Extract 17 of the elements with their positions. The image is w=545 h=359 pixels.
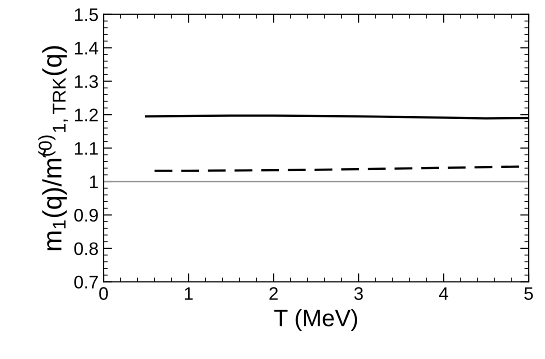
y-axis-title: m$_{1}$(q)/m̃$^{(0)}$$_{1,TRK}$(q) bbox=[38, 46, 68, 250]
y-tick-label: 0.7 bbox=[74, 276, 98, 289]
x-tick-label: 4 bbox=[439, 287, 448, 300]
y-tick-label: 1.5 bbox=[74, 8, 98, 22]
y-tick-label: 0.8 bbox=[74, 242, 98, 256]
x-tick-label: 3 bbox=[354, 287, 363, 300]
y-tick-label: 1 bbox=[90, 176, 98, 188]
x-tick-label: 0 bbox=[99, 287, 108, 300]
x-axis-title: T (MeV) bbox=[274, 309, 358, 332]
y-tick-label: 0.9 bbox=[74, 208, 98, 222]
x-tick-label: 2 bbox=[269, 287, 278, 300]
x-tick-label: 1 bbox=[184, 287, 193, 300]
x-tick-label: 5 bbox=[524, 287, 533, 300]
y-tick-label: 1.1 bbox=[74, 142, 98, 155]
y-tick-label: 1.2 bbox=[74, 108, 98, 122]
y-tick-label: 1.4 bbox=[74, 42, 98, 54]
y-tick-label: 1.3 bbox=[74, 75, 98, 88]
